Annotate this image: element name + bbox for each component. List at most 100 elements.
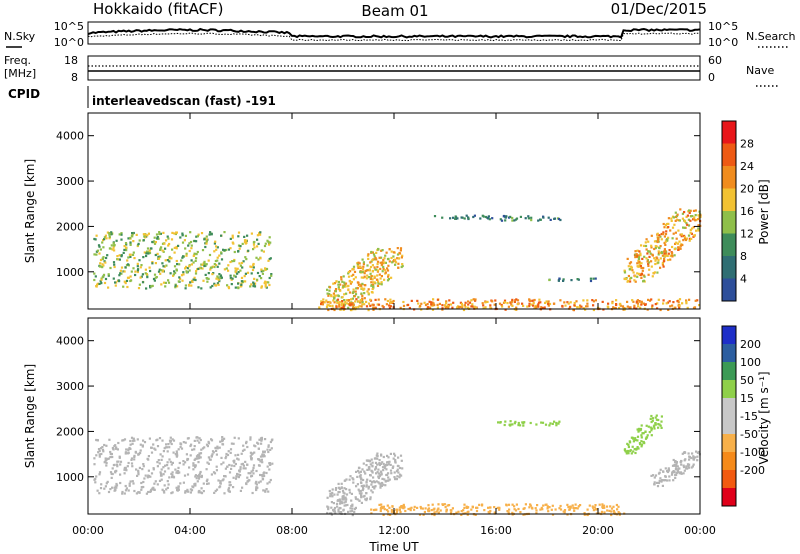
echo-cell: [629, 261, 633, 264]
echo-cell: [342, 306, 345, 309]
echo-cell: [239, 474, 242, 477]
echo-cell: [127, 489, 130, 492]
echo-cell: [116, 258, 119, 261]
echo-cell: [636, 265, 639, 268]
echo-cell: [262, 489, 265, 492]
echo-cell: [244, 272, 247, 275]
echo-cell: [395, 511, 398, 515]
echo-cell: [327, 304, 330, 307]
echo-cell: [445, 300, 448, 303]
echo-cell: [158, 479, 162, 482]
echo-cell: [529, 299, 532, 303]
echo-cell: [370, 291, 373, 294]
echo-cell: [95, 438, 98, 442]
echo-cell: [515, 306, 518, 309]
echo-cell: [582, 307, 585, 310]
echo-cell: [650, 265, 653, 268]
echo-cell: [253, 451, 256, 454]
echo-cell: [616, 508, 619, 511]
echo-cell: [328, 512, 332, 515]
echo-cell: [336, 298, 340, 301]
echo-cell: [185, 252, 188, 255]
echo-cell: [386, 269, 390, 272]
echo-cell: [380, 453, 383, 456]
echo-cell: [402, 503, 405, 506]
echo-cell: [683, 237, 686, 240]
echo-cell: [390, 508, 393, 512]
echo-cell: [102, 450, 105, 453]
echo-cell: [540, 421, 543, 424]
echo-cell: [362, 276, 365, 279]
echo-cell: [361, 303, 364, 306]
echo-cell: [230, 283, 233, 286]
echo-cell: [345, 292, 348, 295]
echo-cell: [592, 277, 595, 280]
echo-cell: [382, 469, 385, 472]
echo-cell: [237, 250, 240, 253]
echo-cell: [384, 463, 388, 466]
echo-cell: [120, 232, 123, 235]
colorbar-swatch: [722, 380, 736, 398]
echo-cell: [646, 258, 649, 262]
echo-cell: [657, 481, 661, 485]
echo-cell: [192, 468, 195, 471]
echo-cell: [229, 481, 232, 484]
echo-cell: [384, 480, 387, 483]
echo-cell: [369, 479, 372, 482]
echo-cell: [203, 238, 206, 241]
echo-cell: [392, 457, 395, 460]
echo-cell: [214, 489, 217, 493]
echo-cell: [361, 282, 364, 285]
echo-cell: [176, 263, 179, 266]
echo-cell: [443, 304, 446, 307]
echo-cell: [340, 500, 343, 503]
echo-cell: [95, 234, 98, 237]
echo-cell: [364, 269, 367, 272]
echo-cell: [244, 280, 247, 283]
echo-cell: [341, 296, 344, 299]
echo-cell: [269, 241, 272, 244]
echo-cell: [629, 280, 632, 283]
echo-cell: [553, 302, 556, 305]
echo-cell: [198, 441, 201, 444]
echo-cell: [136, 244, 140, 247]
echo-cell: [357, 261, 360, 264]
echo-cell: [172, 439, 176, 442]
echo-cell: [667, 222, 670, 225]
echo-cell: [592, 509, 595, 512]
echo-cell: [374, 461, 378, 464]
echo-cell: [503, 423, 506, 427]
echo-cell: [201, 249, 205, 252]
echo-cell: [133, 257, 136, 260]
echo-cell: [355, 470, 358, 473]
echo-cell: [245, 440, 248, 443]
echo-cell: [460, 510, 463, 513]
echo-cell: [542, 504, 545, 507]
echo-cell: [129, 236, 132, 240]
echo-cell: [326, 304, 329, 307]
echo-cell: [589, 277, 592, 280]
echo-cell: [627, 452, 630, 455]
echo-cell: [615, 299, 618, 302]
echo-cell: [236, 286, 239, 289]
echo-cell: [619, 304, 622, 307]
echo-cell: [236, 267, 239, 270]
echo-cell: [232, 242, 235, 245]
echo-cell: [142, 439, 145, 442]
echo-cell: [203, 260, 206, 263]
echo-cell: [244, 242, 247, 245]
echo-cell: [635, 253, 638, 256]
echo-cell: [337, 482, 340, 485]
echo-cell: [692, 463, 695, 466]
echo-cell: [236, 457, 239, 460]
echo-cell: [196, 235, 199, 238]
echo-cell: [554, 508, 557, 511]
echo-cell: [246, 463, 249, 466]
echo-cell: [636, 262, 639, 265]
echo-cell: [382, 505, 385, 508]
echo-cell: [102, 246, 105, 249]
echo-cell: [250, 283, 253, 286]
echo-cell: [140, 488, 143, 491]
echo-cell: [165, 446, 168, 449]
echo-cell: [383, 466, 386, 469]
